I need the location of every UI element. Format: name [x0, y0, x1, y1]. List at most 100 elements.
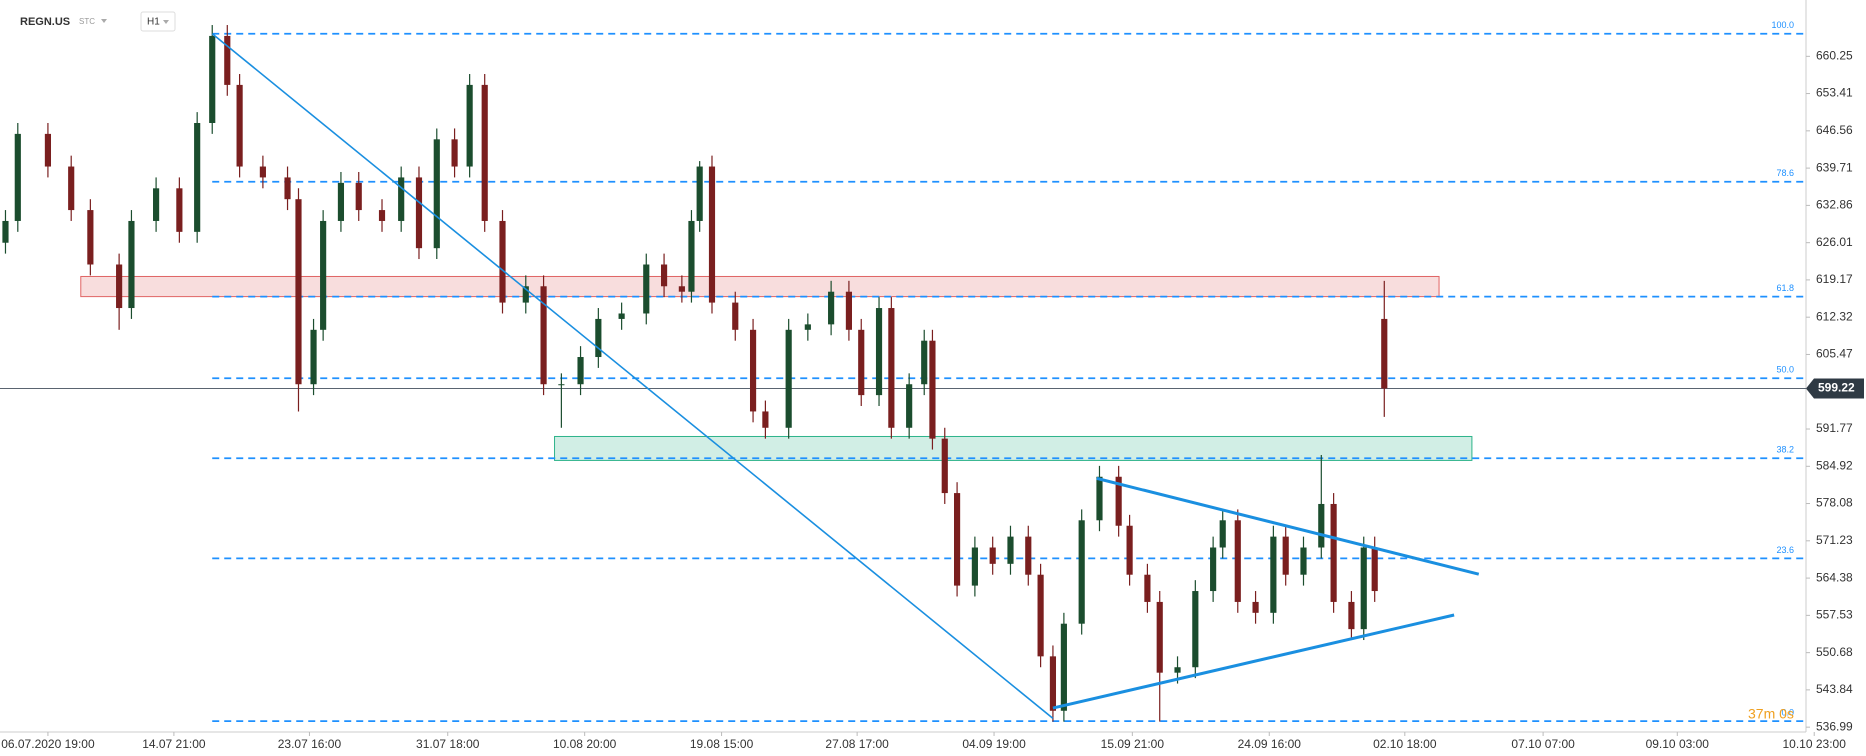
candle-body [224, 35, 231, 85]
x-tick-label: 19.08 15:00 [690, 737, 754, 751]
candle-body [466, 84, 473, 167]
y-tick-label: 557.53 [1816, 608, 1853, 622]
interval-box[interactable] [140, 11, 176, 32]
candle-body [1330, 503, 1337, 602]
y-tick-label: 626.01 [1816, 235, 1853, 249]
x-tick-label: 31.07 18:00 [416, 737, 480, 751]
candle-body [678, 286, 685, 292]
x-tick-label: 15.09 21:00 [1101, 737, 1165, 751]
countdown: 37m 0s [1748, 706, 1794, 722]
candle-body [1049, 656, 1057, 711]
candle-body [209, 35, 216, 123]
candle-body [540, 286, 547, 385]
interval[interactable]: H1 [147, 17, 160, 28]
y-tick-label: 591.77 [1816, 421, 1853, 435]
dropdown-arrow[interactable] [101, 19, 107, 23]
candle-body [14, 133, 21, 221]
candle-body [116, 264, 123, 309]
candle-body [845, 291, 852, 330]
candle-body [762, 411, 769, 428]
y-tick-label: 605.47 [1816, 347, 1853, 361]
fib-label: 50.0 [1776, 365, 1794, 375]
y-tick-label: 584.92 [1816, 458, 1853, 472]
candle-body [522, 286, 529, 303]
y-tick-label: 536.99 [1816, 719, 1853, 733]
candle-body [618, 313, 625, 319]
candle-body [906, 384, 913, 428]
fib-label: 0.0 [1781, 707, 1794, 717]
candle-body [1318, 503, 1325, 548]
candle-body [971, 547, 978, 586]
candle-body [176, 188, 183, 232]
candle-body [785, 329, 792, 428]
zone [80, 275, 1440, 298]
candle-body [660, 264, 668, 287]
candle-body [1192, 591, 1199, 668]
candle-body [595, 318, 602, 358]
candle-body [1360, 547, 1367, 630]
candle-body [398, 177, 405, 221]
fib-label: 78.6 [1776, 168, 1794, 178]
fib-label: 100.0 [1771, 20, 1794, 30]
candle-body [1371, 547, 1378, 592]
candle-body [1210, 547, 1217, 592]
candle-body [828, 291, 835, 325]
candle-body [1252, 601, 1259, 613]
candle-body [1096, 476, 1103, 521]
candle-body [236, 84, 243, 167]
candle-body [921, 340, 928, 385]
candle-body [295, 199, 302, 385]
candle-body [1144, 574, 1151, 602]
candle-body [1156, 601, 1163, 673]
candle-body [481, 84, 488, 221]
y-tick-label: 619.17 [1816, 272, 1853, 286]
candle-body [153, 188, 160, 221]
candle-body [643, 264, 650, 314]
candle-body [941, 438, 948, 494]
trendline [1096, 476, 1480, 576]
y-tick-label: 639.71 [1816, 160, 1853, 174]
candle-body [989, 547, 996, 564]
x-tick-label: 14.07 21:00 [142, 737, 206, 751]
y-tick-label: 571.23 [1816, 533, 1853, 547]
candle-body [451, 139, 458, 167]
candle-body [433, 139, 440, 249]
candle-body [696, 166, 703, 221]
candle-body [1115, 476, 1122, 526]
x-tick-label: 10.10 23:00 [1783, 737, 1847, 751]
candle-body [1348, 601, 1355, 630]
current-price-label: 599.22 [1818, 381, 1855, 395]
candle-body [1060, 623, 1067, 711]
fib-label: 38.2 [1776, 445, 1794, 455]
candle-body [1174, 667, 1181, 673]
market: STC [79, 17, 95, 26]
x-tick-label: 02.10 18:00 [1373, 737, 1437, 751]
candle-body [708, 166, 716, 303]
current-price-box [1806, 378, 1864, 399]
symbol[interactable]: REGN.US [20, 16, 70, 28]
trendline [1052, 613, 1455, 710]
candle-body [1381, 318, 1388, 389]
dropdown-arrow[interactable] [163, 20, 169, 24]
candle-body [44, 133, 52, 167]
candle-body [499, 220, 506, 303]
x-tick-label: 09.10 03:00 [1646, 737, 1710, 751]
candle-body [804, 324, 811, 330]
candle-body [87, 210, 94, 265]
candle-body [378, 210, 386, 221]
candle-body [1007, 536, 1014, 564]
candle-body [688, 220, 695, 292]
candle-body [1025, 536, 1032, 575]
candle-body [259, 166, 266, 178]
candle-body [1078, 520, 1085, 624]
x-tick-label: 10.08 20:00 [553, 737, 617, 751]
candle-body [284, 177, 291, 200]
y-tick-label: 543.84 [1816, 682, 1853, 696]
y-tick-label: 632.86 [1816, 198, 1853, 212]
x-tick-label: 27.08 17:00 [825, 737, 889, 751]
zone [554, 435, 1473, 461]
y-tick-label: 646.56 [1816, 123, 1853, 137]
x-tick-label: 04.09 19:00 [962, 737, 1026, 751]
candle-body [337, 182, 345, 221]
fib-label: 61.8 [1776, 283, 1794, 293]
